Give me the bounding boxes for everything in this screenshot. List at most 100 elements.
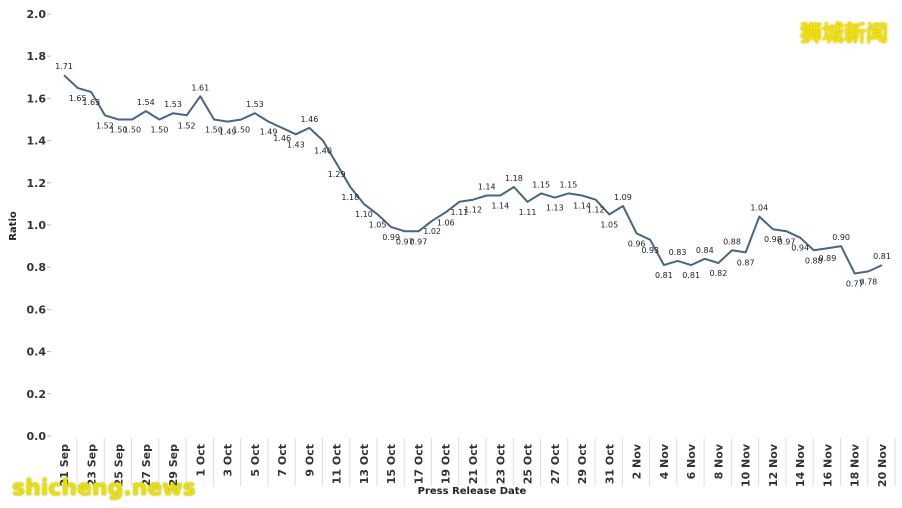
data-label: 1.50	[110, 126, 128, 135]
x-tick-label: 23 Sep	[85, 444, 98, 487]
x-tick-label: 23 Oct	[494, 444, 507, 484]
x-tick-label: 21 Sep	[58, 444, 71, 487]
data-label: 1.46	[273, 134, 291, 143]
data-label: 1.50	[232, 126, 250, 135]
data-label: 1.05	[600, 220, 618, 229]
data-label: 1.53	[246, 100, 264, 109]
data-label: 1.50	[123, 126, 141, 135]
data-label: 0.81	[873, 252, 891, 261]
data-label: 0.82	[709, 269, 727, 278]
y-tick-label: 1.0	[27, 219, 47, 232]
data-label: 1.15	[560, 180, 578, 189]
y-axis-title: Ratio	[8, 211, 19, 241]
x-tick-label: 8 Nov	[712, 443, 725, 479]
x-tick-label: 25 Oct	[522, 444, 535, 484]
data-label: 1.11	[519, 208, 537, 217]
x-tick-label: 9 Oct	[303, 444, 316, 477]
data-label: 1.49	[260, 128, 278, 137]
x-tick-label: 16 Nov	[821, 443, 834, 487]
data-label: 1.10	[355, 210, 373, 219]
data-label: 1.52	[178, 121, 196, 130]
data-label: 1.63	[82, 98, 100, 107]
data-label: 1.05	[369, 220, 387, 229]
x-tick-label: 19 Oct	[440, 444, 453, 484]
data-label: 1.04	[750, 204, 768, 213]
data-label: 0.97	[396, 237, 414, 246]
data-label: 1.65	[69, 94, 87, 103]
data-labels: 1.711.651.631.521.501.501.541.501.531.52…	[55, 62, 891, 288]
x-tick-label: 3 Oct	[222, 444, 235, 477]
data-label: 1.71	[55, 62, 73, 71]
x-tick-label: 7 Oct	[276, 444, 289, 477]
data-label: 1.61	[191, 83, 209, 92]
x-tick-label: 15 Oct	[385, 444, 398, 484]
data-label: 0.87	[737, 258, 755, 267]
data-label: 0.93	[641, 246, 659, 255]
y-tick-label: 1.8	[27, 50, 47, 63]
x-tick-label: 27 Sep	[140, 444, 153, 487]
x-tick-label: 20 Nov	[876, 443, 889, 487]
data-label: 1.15	[532, 180, 550, 189]
data-label: 0.99	[382, 233, 400, 242]
data-label: 1.49	[219, 128, 237, 137]
data-label: 0.89	[819, 254, 837, 263]
x-tick-label: 5 Oct	[249, 444, 262, 477]
data-label: 1.46	[300, 115, 318, 124]
data-label: 1.43	[287, 140, 305, 149]
x-tick-label: 25 Sep	[113, 444, 126, 487]
x-tick-label: 29 Sep	[167, 444, 180, 487]
data-label: 0.97	[778, 237, 796, 246]
watermark-chinese: 狮城新闻	[799, 22, 888, 47]
y-tick-label: 0.2	[27, 388, 47, 401]
x-tick-label: 4 Nov	[658, 443, 671, 479]
data-label: 1.14	[478, 182, 496, 191]
data-label: 1.14	[573, 201, 591, 210]
y-tick-label: 0.8	[27, 261, 47, 274]
data-label: 0.98	[764, 235, 782, 244]
watermark-site: shicheng.news	[12, 476, 196, 501]
x-axis: 21 Sep 23 Sep 25 Sep 27 Sep 29 Sep 1 Oct 3 Oct…	[58, 438, 896, 487]
x-tick-label: 17 Oct	[412, 444, 425, 484]
x-tick-label: 21 Oct	[467, 444, 480, 484]
x-tick-label: 11 Oct	[331, 444, 344, 484]
data-label: 1.09	[614, 193, 632, 202]
data-label: 1.40	[314, 147, 332, 156]
x-tick-label: 14 Nov	[794, 443, 807, 487]
data-label: 1.50	[151, 126, 169, 135]
x-tick-label: 27 Oct	[549, 444, 562, 484]
y-tick-label: 0.0	[27, 430, 47, 443]
data-label: 1.02	[423, 227, 441, 236]
data-label: 1.52	[96, 121, 114, 130]
data-label: 0.77	[846, 280, 864, 289]
data-label: 1.12	[587, 206, 605, 215]
x-tick-label: 13 Oct	[358, 444, 371, 484]
x-tick-label: 1 Oct	[194, 444, 207, 477]
data-label: 1.13	[546, 204, 564, 213]
data-label: 0.83	[669, 248, 687, 257]
data-label: 1.06	[437, 218, 455, 227]
data-label: 0.84	[696, 246, 714, 255]
x-axis-title: Press Release Date	[418, 486, 527, 497]
data-label: 1.53	[164, 100, 182, 109]
y-tick-label: 1.6	[27, 92, 47, 105]
data-label: 0.97	[410, 237, 428, 246]
data-label: 1.14	[491, 201, 509, 210]
x-tick-label: 31 Oct	[603, 444, 616, 484]
y-axis: 0.0 0.2 0.4 0.6 0.8 1.0 1.2 1.4 1.6 1.8 2.0	[27, 8, 51, 443]
data-label: 1.29	[328, 170, 346, 179]
x-tick-label: 29 Oct	[576, 444, 589, 484]
data-label: 0.96	[628, 239, 646, 248]
x-tick-label: 18 Nov	[849, 443, 862, 487]
data-label: 1.18	[505, 174, 523, 183]
data-label: 1.50	[205, 126, 223, 135]
data-label: 1.12	[464, 206, 482, 215]
series-line	[63, 74, 883, 275]
data-label: 1.11	[450, 208, 468, 217]
data-label: 0.81	[682, 271, 700, 280]
data-label: 0.88	[805, 256, 823, 265]
data-label: 1.54	[137, 98, 155, 107]
x-tick-label: 12 Nov	[767, 443, 780, 487]
y-tick-label: 0.6	[27, 303, 47, 316]
y-tick-label: 2.0	[27, 8, 47, 21]
